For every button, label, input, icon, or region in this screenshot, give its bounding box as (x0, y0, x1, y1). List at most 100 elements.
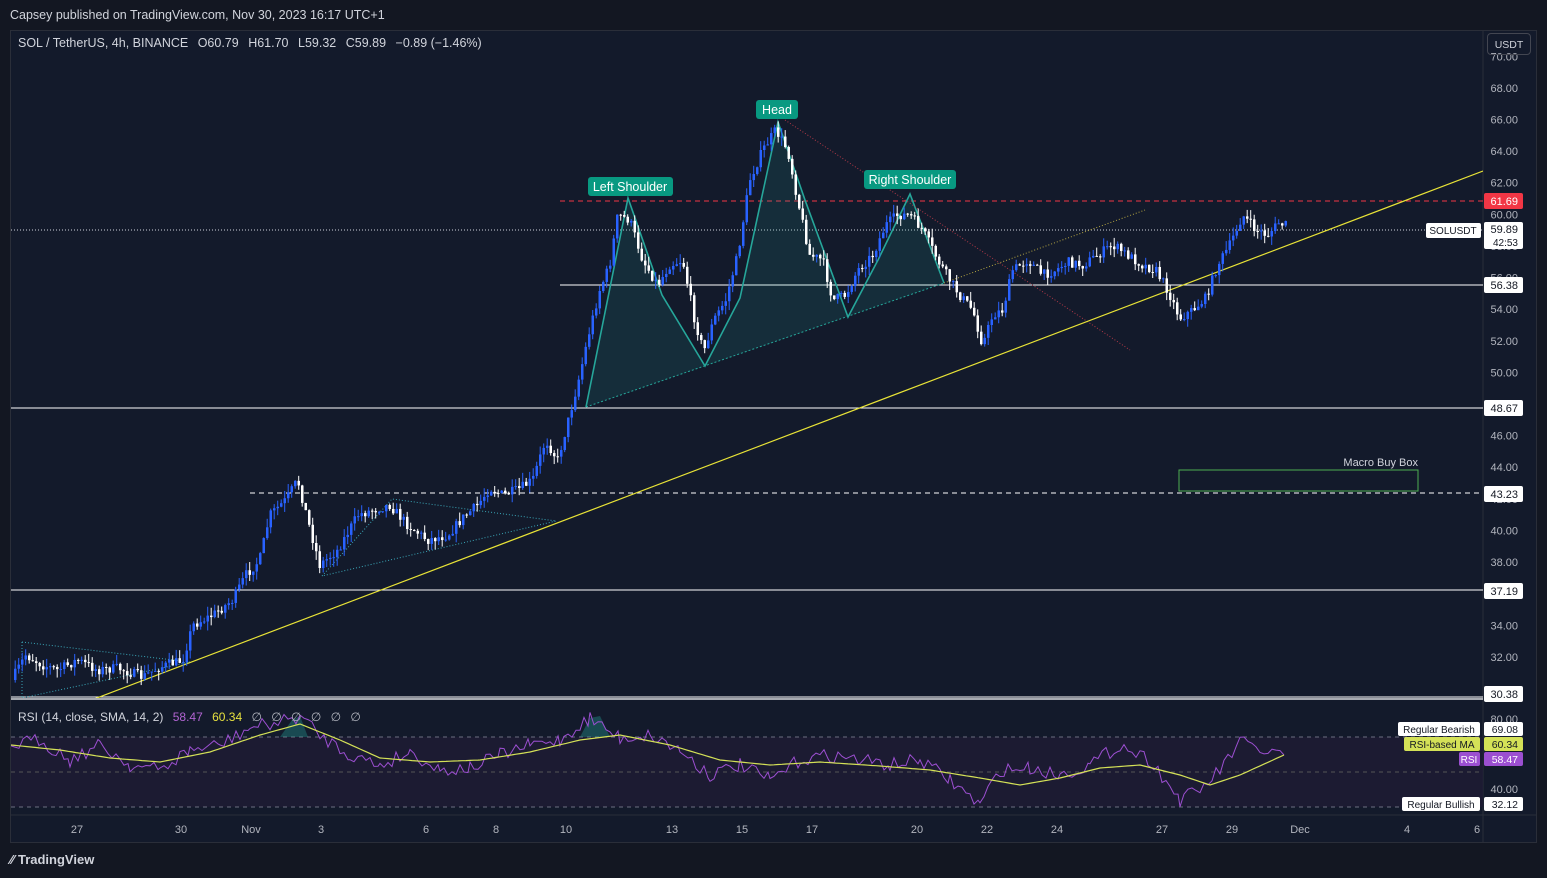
price-tag-30: 30.38 (1484, 686, 1523, 702)
rsi-legend[interactable]: RSI (14, close, SMA, 14, 2) 58.47 60.34 … (18, 710, 364, 724)
candle-body (126, 671, 129, 676)
candle-body (864, 266, 867, 270)
candle-body (1246, 216, 1249, 219)
candle-body (1284, 221, 1287, 226)
candle-body (1263, 230, 1266, 236)
macro-buy-box[interactable] (1178, 469, 1419, 492)
candle-body (486, 495, 489, 497)
candle-body (990, 319, 993, 325)
candle-body (994, 317, 997, 320)
candle-body (553, 453, 556, 457)
candle-body (1169, 292, 1172, 300)
price-tag-current: 59.89 42:53 (1484, 222, 1523, 249)
candle-body (444, 539, 447, 541)
candle-body (115, 663, 118, 665)
candle-body (651, 270, 654, 281)
candle-body (1239, 224, 1242, 231)
time-tick: 8 (493, 824, 499, 836)
candle-body (497, 492, 500, 494)
candle-body (661, 277, 664, 285)
candle-body (1253, 219, 1256, 231)
candle-body (1162, 278, 1165, 280)
symbol-legend[interactable]: SOL / TetherUS, 4h, BINANCE O60.79 H61.7… (18, 36, 482, 50)
candle-body (598, 291, 601, 309)
candle-body (192, 623, 195, 632)
candle-body (689, 283, 692, 296)
candle-body (455, 521, 458, 534)
candle-body (154, 670, 157, 672)
price-tag-48: 48.67 (1484, 400, 1523, 416)
candle-body (353, 516, 356, 524)
candle-body (427, 539, 430, 544)
candle-body (794, 174, 797, 195)
right-shoulder-label[interactable]: Right Shoulder (864, 170, 956, 189)
candle-body (364, 513, 367, 517)
candle-body (1214, 275, 1217, 277)
candle-body (1281, 223, 1284, 226)
head-label[interactable]: Head (756, 100, 798, 119)
chart-frame[interactable] (10, 30, 1537, 843)
candle-body (31, 660, 34, 662)
candle-body (938, 256, 941, 265)
candle-body (759, 150, 762, 168)
time-tick: 22 (981, 824, 993, 836)
candle-body (1053, 271, 1056, 277)
candle-body (640, 248, 643, 261)
candle-body (360, 513, 363, 517)
price-tick: 60.00 (1490, 209, 1518, 221)
candle-body (1025, 264, 1028, 266)
tradingview-brand[interactable]: ⁄⁄ TradingView (10, 852, 94, 867)
candle-body (178, 658, 181, 663)
candle-body (1235, 230, 1238, 236)
candle-body (654, 279, 657, 281)
candle-body (1148, 264, 1151, 273)
candle-body (1085, 266, 1088, 269)
candle-body (1102, 246, 1105, 258)
candle-body (577, 379, 580, 397)
candle-body (556, 456, 559, 458)
candle-body (1004, 300, 1007, 313)
candle-body (686, 266, 689, 284)
candle-body (150, 671, 153, 673)
candle-body (451, 533, 454, 536)
candle-body (850, 286, 853, 292)
candle-body (605, 268, 608, 282)
candle-body (199, 622, 202, 627)
candle-body (21, 659, 24, 665)
candle-body (122, 670, 125, 672)
candle-body (1211, 275, 1214, 295)
price-tick: 68.00 (1490, 83, 1518, 95)
candle-body (1190, 308, 1193, 312)
candle-body (1179, 314, 1182, 320)
right-shoulder-text: Right Shoulder (869, 173, 952, 187)
price-tag-current-text: 59.89 (1490, 224, 1518, 236)
candle-body (248, 570, 251, 575)
candle-body (770, 133, 773, 145)
price-tag-56: 56.38 (1484, 277, 1523, 293)
left-shoulder-label[interactable]: Left Shoulder (588, 177, 673, 196)
currency-button[interactable]: USDT (1487, 33, 1531, 55)
rsi-overbought-fill-2 (580, 716, 610, 737)
candle-body (1274, 223, 1277, 232)
candle-body (1151, 272, 1154, 274)
rsi-tag-ma-value: 60.34 (1492, 739, 1518, 751)
candle-body (745, 195, 748, 223)
candle-body (1193, 308, 1196, 311)
time-axis[interactable]: 27 30 Nov 3 6 8 10 13 15 17 20 22 24 27 29 Dec 4 6 (71, 824, 1480, 836)
candle-body (1130, 254, 1133, 259)
time-tick: Nov (241, 824, 261, 836)
price-tick: 50.00 (1490, 367, 1518, 379)
candle-body (563, 437, 566, 451)
candle-body (171, 659, 174, 666)
candle-body (1036, 264, 1039, 266)
candle-body (987, 324, 990, 338)
candle-body (224, 605, 227, 613)
candle-body (42, 666, 45, 670)
candle-body (252, 571, 255, 575)
candle-body (1197, 306, 1200, 311)
candle-body (304, 502, 307, 511)
candle-body (1123, 250, 1126, 252)
candle-body (238, 584, 241, 590)
price-axis[interactable]: 70.0068.0066.0064.0062.0060.0058.0056.00… (1490, 51, 1518, 664)
